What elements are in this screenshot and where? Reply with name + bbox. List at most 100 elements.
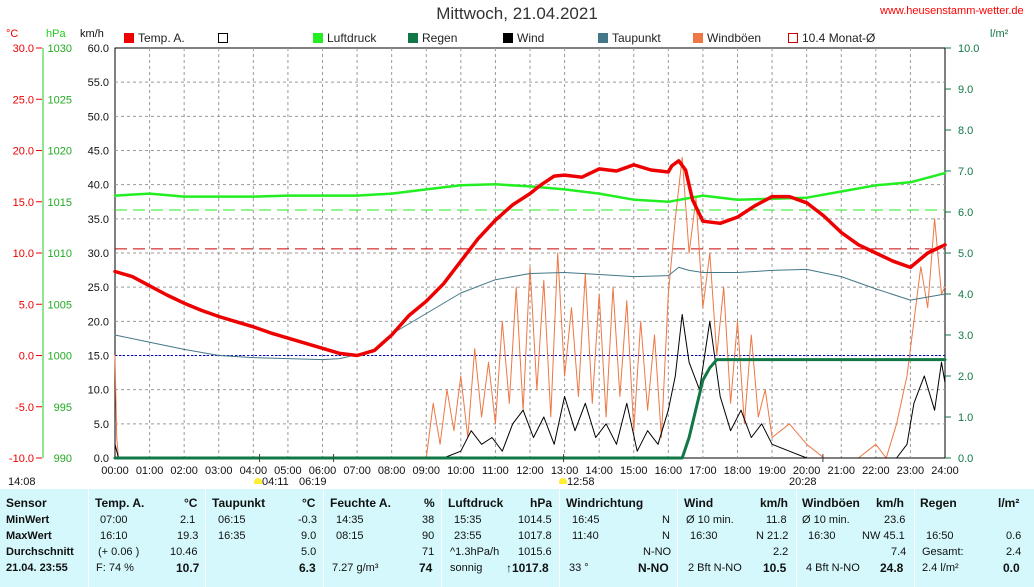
chart-area: 00:00 01:00 02:00 03:00 04:00 05:00 06:00 07:00… [6,4,1024,488]
wdir-min-time: 16:45 [572,514,600,526]
y-tick-label-wind: 45.0 [88,146,109,158]
temp-avg-value: 10.46 [170,546,198,558]
y-tick-label-rain: 9.0 [958,84,973,96]
hpa-unit-label: hPa [46,28,66,40]
y-tick-label-pressure: 1005 [48,299,72,311]
series-line-taupunkt [114,266,946,361]
press-max-time: 23:55 [454,530,482,542]
wdir-current-value: N-NO [638,561,669,575]
y-tick-label-rain: 1.0 [958,412,973,424]
y-tick-label-temp: 0.0 [19,351,34,363]
y-tick-label-wind: 10.0 [88,385,109,397]
y-tick-label-pressure: 1015 [48,197,72,209]
wdir-header: Windrichtung [566,496,644,510]
column-divider [796,489,797,587]
x-tick-label: 15:00 [620,465,648,477]
x-tick-label: 19:00 [758,465,786,477]
legend-item-gust: Windböen [693,31,761,45]
gust-avg10-value: 23.6 [884,514,906,526]
wdir-min-value: N [662,514,670,526]
y-tick-label-rain: 10.0 [958,43,979,55]
row-label-min: MinWert [6,514,50,526]
wind-unit: km/h [760,496,789,510]
gust-avg-value: 7.4 [891,546,907,558]
y-tick-label-temp: 10.0 [13,248,34,260]
sensor-header: Sensor [6,496,47,510]
sunrise2-marker: 06:19 [299,476,327,488]
kmh-unit-label: km/h [80,28,104,40]
hum-avg-value: 71 [422,546,435,558]
column-divider [88,489,89,587]
press-forecast: sonnig [450,562,483,574]
x-tick-label: 01:00 [136,465,164,477]
hum-min-time: 14:35 [336,514,364,526]
gust-max-value: NW 45.1 [862,530,905,542]
temp-trend: (+ 0.06 ) [98,546,140,558]
y-tick-label-wind: 25.0 [88,282,109,294]
chart-title: Mittwoch, 21.04.2021 [436,4,598,23]
site-link[interactable]: www.heusenstamm-wetter.de [880,5,1024,17]
legend-item-rain: Regen [408,31,457,45]
sunrise-icon [254,478,262,484]
rain-last-value: 0.6 [1006,530,1022,542]
x-tick-label: 02:00 [170,465,198,477]
column-divider [914,489,915,587]
column-divider [559,489,560,587]
legend-item-temp: Temp. A. [124,31,185,45]
y-tick-label-rain: 7.0 [958,166,973,178]
y-tick-label-wind: 0.0 [94,453,109,465]
dew-min-time: 06:15 [218,514,246,526]
temp-min-value: 2.1 [180,514,196,526]
y-tick-label-temp: 20.0 [13,146,34,158]
hum-max-value: 90 [422,530,435,542]
sunrise-marker: 04:11 [254,476,289,488]
y-tick-label-rain: 0.0 [958,453,973,465]
wdir-max-value: N [662,530,670,542]
wind-max-time: 16:30 [690,530,718,542]
legend-item-month-avg: 10.4 Monat-Ø [788,31,875,45]
legend-swatch [218,33,228,43]
press-min-time: 15:35 [454,514,482,526]
x-tick-label: 10:00 [447,465,475,477]
temp-max-value: 19.3 [177,530,199,542]
x-tick-label: 00:00 [101,465,129,477]
y-tick-label-rain: 2.0 [958,371,973,383]
series-line-wind [114,314,946,459]
y-tick-label-rain: 8.0 [958,125,973,137]
press-tendency: ^1.3hPa/h [450,546,500,558]
legend-item-blank [218,31,232,45]
legend-swatch [313,33,323,43]
y-tick-label-pressure: 995 [54,402,72,414]
y-tick-label-wind: 20.0 [88,316,109,328]
column-divider [677,489,678,587]
wdir-avg-value: N-NO [643,546,672,558]
temp-min-time: 07:00 [100,514,128,526]
hum-header: Feuchte A. [330,496,391,510]
press-max-value: 1017.8 [518,530,552,542]
stats-table: Sensor MinWert MaxWert Durchschnitt 21.0… [0,489,1034,587]
dew-header: Taupunkt [212,496,266,510]
dew-max-value: 9.0 [301,530,317,542]
y-tick-label-pressure: 1000 [48,351,72,363]
wind-avg10-value: 11.8 [766,514,787,526]
y-tick-label-temp: 15.0 [13,197,34,209]
temp-unit: °C [184,496,198,510]
wind-max-value: N 21.2 [756,530,789,542]
hum-current-value: 74 [419,561,433,575]
legend-swatch [788,33,798,43]
y-tick-label-wind: 5.0 [94,419,109,431]
wdir-degrees: 33 ° [569,562,589,574]
x-tick-label: 07:00 [343,465,371,477]
x-tick-label: 03:00 [205,465,233,477]
rain-current-value: 0.0 [1003,561,1020,575]
gust-header: Windböen [802,496,860,510]
legend-swatch [693,33,703,43]
hum-max-time: 08:15 [336,530,364,542]
row-label-current: 21.04. 23:55 [6,562,68,574]
x-tick-label: 23:00 [897,465,925,477]
press-unit: hPa [530,496,553,510]
y-tick-label-temp: 25.0 [13,94,34,106]
wind-current-value: 10.5 [763,561,787,575]
hum-absolute: 7.27 g/m³ [332,562,379,574]
legend-item-dewpoint: Taupunkt [598,31,661,45]
